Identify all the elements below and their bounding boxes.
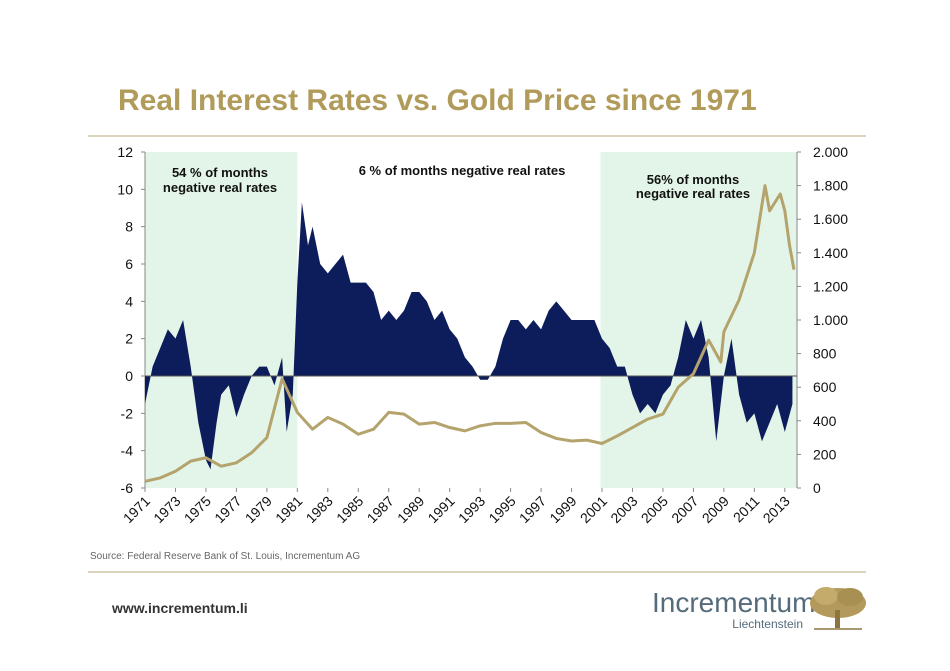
x-tick-label: 1973: [150, 493, 183, 526]
logo-tree: [810, 587, 866, 630]
x-tick-label: 2011: [730, 493, 763, 526]
x-tick-label: 1977: [211, 493, 244, 526]
chart-title: Real Interest Rates vs. Gold Price since…: [118, 84, 757, 117]
y-tick-label: -2: [121, 405, 134, 421]
y-tick-label: -6: [121, 480, 134, 496]
y2-tick-label: 2.000: [813, 144, 848, 160]
y-tick-label: 4: [125, 293, 133, 309]
y2-tick-label: 400: [813, 413, 837, 429]
x-tick-label: 2001: [577, 493, 610, 526]
x-tick-label: 2009: [699, 493, 732, 526]
y2-tick-label: 600: [813, 379, 837, 395]
y-tick-label: 2: [125, 331, 133, 347]
footer-url: www.incrementum.li: [111, 600, 248, 616]
y2-tick-label: 0: [813, 480, 821, 496]
annotation: 56% of months: [647, 172, 739, 187]
annotation: negative real rates: [163, 180, 277, 195]
plot: 12 10 8 6 4 2 0 -2 -4 -6 2.000 1.800 1.600 1.400 1.200…: [117, 144, 848, 526]
annotation: negative real rates: [636, 186, 750, 201]
x-tick-label: 2005: [638, 493, 671, 526]
y-tick-label: 8: [125, 219, 133, 235]
gold-line: [144, 184, 796, 483]
y-tick-label: 10: [117, 181, 133, 197]
logo: Incrementum: [652, 587, 815, 618]
highlight: [145, 152, 298, 488]
x-tick-label: 2007: [668, 493, 701, 526]
x-tick-label: 1985: [333, 493, 366, 526]
y2-tick-label: 1.000: [813, 312, 848, 328]
x-tick-label: 1983: [303, 493, 336, 526]
y2-tick-label: 1.200: [813, 278, 848, 294]
real-rate-area: [145, 202, 793, 470]
x-tick-label: 1981: [272, 493, 305, 526]
y2-tick-label: 800: [813, 346, 837, 362]
x-tick-label: 1997: [516, 493, 549, 526]
x-tick-label: 1971: [120, 493, 153, 526]
source: Source: Federal Reserve Bank of St. Loui…: [90, 551, 360, 562]
x-tick-label: 1999: [546, 493, 579, 526]
y2-tick-label: 200: [813, 446, 837, 462]
x-tick-label: 1989: [394, 493, 427, 526]
logo-sub: Liechtenstein: [732, 617, 803, 631]
y-tick-label: 12: [117, 144, 133, 160]
x-tick-label: 2003: [607, 493, 640, 526]
x-tick-label: 1995: [485, 493, 518, 526]
y2-tick-label: 1.800: [813, 178, 848, 194]
x-tick-label: 1993: [455, 493, 488, 526]
x-tick-label: 1979: [242, 493, 275, 526]
annotation: 54 % of months: [172, 165, 268, 180]
y2-tick-label: 1.600: [813, 211, 848, 227]
x-tick-label: 1987: [364, 493, 397, 526]
x-tick-label: 2013: [760, 493, 793, 526]
x-tick-label: 1975: [181, 493, 214, 526]
y-tick-label: 6: [125, 256, 133, 272]
y-tick-label: -4: [121, 443, 134, 459]
x-tick-label: 1991: [424, 493, 457, 526]
y2-tick-label: 1.400: [813, 245, 848, 261]
annotation: 6 % of months negative real rates: [359, 163, 566, 178]
y-tick-label: 0: [125, 368, 133, 384]
